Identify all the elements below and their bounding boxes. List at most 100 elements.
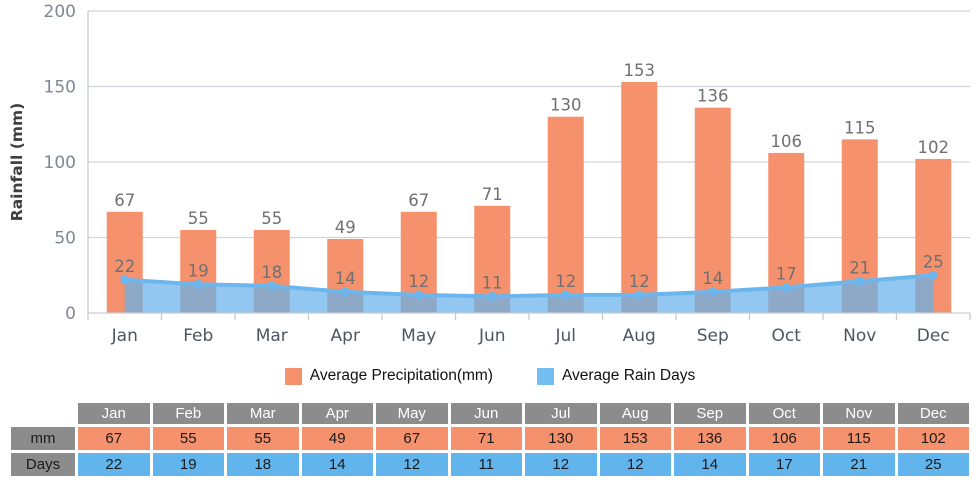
rain-days-marker: [340, 287, 350, 297]
rain-days-value-label: 12: [629, 272, 650, 291]
legend-item: Average Precipitation(mm): [284, 367, 493, 385]
rain-days-line: [122, 273, 936, 299]
rain-days-marker: [928, 270, 938, 280]
precipitation-bars: [106, 81, 952, 313]
legend-swatch-icon: [536, 367, 554, 385]
month-label: Sep: [697, 326, 729, 346]
month-label: Aug: [623, 326, 656, 346]
table-header-row: Jan Feb Mar Apr May Jun Jul Aug Sep Oct Nov Dec: [11, 403, 969, 424]
precip-value-label: 67: [408, 191, 429, 210]
rain-days-value-label: 25: [923, 252, 944, 271]
table-cell: 14: [674, 453, 746, 476]
rain-days-value-label: 19: [188, 261, 209, 280]
table-cell: 12: [525, 453, 597, 476]
table-cell: 55: [152, 427, 224, 450]
precip-value-label: 71: [482, 185, 503, 204]
table-cell: 12: [376, 453, 448, 476]
rainfall-data-table: Jan Feb Mar Apr May Jun Jul Aug Sep Oct Nov Dec mm 67…: [8, 400, 972, 479]
table-row: mm 67 55 55 49 67 71 130 153 136 106 115 102: [11, 427, 969, 450]
month-label: Feb: [183, 326, 213, 346]
rain-days-value-label: 12: [555, 272, 576, 291]
rain-days-value-label: 22: [114, 257, 135, 276]
legend-item: Average Rain Days: [536, 367, 696, 385]
chart-labels: 0 50 100 150 200 67 55 55 49 67 71 130 153 136 106 115 1…: [44, 2, 950, 346]
table-row-label: mm: [11, 427, 75, 450]
precip-bar: [547, 116, 584, 313]
table-cell: 153: [599, 427, 671, 450]
legend-label: Average Rain Days: [561, 367, 696, 384]
month-label: Nov: [843, 326, 876, 346]
legend-label: Average Precipitation(mm): [309, 367, 493, 384]
rain-days-marker: [855, 276, 865, 286]
table-month-header: Dec: [897, 403, 969, 424]
rain-days-marker: [487, 291, 497, 301]
y-axis-title: Rainfall (mm): [8, 103, 26, 221]
chart-legend: Average Precipitation(mm) Average Rain Da…: [0, 366, 980, 386]
table-row: Days 22 19 18 14 12 11 12 12 14 17 21 25: [11, 453, 969, 476]
chart-axes: [87, 11, 971, 320]
precip-value-label: 130: [550, 96, 582, 115]
table-cell: 71: [450, 427, 522, 450]
chart-gridlines: [88, 10, 970, 239]
table-cell: 49: [301, 427, 373, 450]
precip-value-label: 153: [624, 61, 656, 80]
rain-days-value-label: 17: [776, 264, 797, 283]
rain-days-marker: [414, 290, 424, 300]
data-table-section: Jan Feb Mar Apr May Jun Jul Aug Sep Oct Nov Dec mm 67…: [0, 400, 980, 479]
precip-bar: [694, 107, 731, 313]
rain-days-value-label: 11: [482, 273, 503, 292]
month-label: Dec: [917, 326, 950, 346]
rainfall-chart: 0 50 100 150 200 67 55 55 49 67 71 130 153 136 106 115 1…: [8, 2, 971, 346]
month-label: Oct: [772, 326, 802, 346]
month-label: Mar: [256, 326, 288, 346]
month-label: Apr: [331, 326, 360, 346]
table-cell: 22: [78, 453, 150, 476]
table-month-header: Jul: [525, 403, 597, 424]
rain-days-marker: [120, 275, 130, 285]
table-corner-cell: [11, 403, 75, 424]
rain-days-marker: [561, 290, 571, 300]
table-month-header: Jan: [78, 403, 150, 424]
rain-days-value-label: 14: [702, 269, 723, 288]
legend-swatch-icon: [284, 367, 302, 385]
table-month-header: May: [376, 403, 448, 424]
table-month-header: Apr: [301, 403, 373, 424]
table-cell: 19: [152, 453, 224, 476]
precip-value-label: 67: [114, 191, 135, 210]
precip-bar: [621, 81, 658, 313]
precip-value-label: 102: [918, 138, 950, 157]
month-label: Jun: [478, 326, 506, 346]
precip-value-label: 49: [335, 218, 356, 237]
rain-days-value-label: 14: [335, 269, 356, 288]
table-cell: 67: [376, 427, 448, 450]
table-cell: 18: [227, 453, 299, 476]
precip-value-label: 55: [188, 209, 209, 228]
y-tick-label: 0: [65, 304, 76, 324]
table-cell: 25: [897, 453, 969, 476]
month-label: May: [401, 326, 436, 346]
rain-days-marker: [193, 279, 203, 289]
y-tick-label: 150: [44, 78, 76, 98]
table-cell: 115: [823, 427, 895, 450]
precip-value-label: 106: [771, 132, 803, 151]
table-cell: 11: [450, 453, 522, 476]
table-cell: 55: [227, 427, 299, 450]
rain-days-marker: [267, 281, 277, 291]
precip-value-label: 115: [844, 118, 876, 137]
table-cell: 17: [748, 453, 820, 476]
rain-days-fill: [124, 275, 934, 313]
table-month-header: Oct: [748, 403, 820, 424]
precip-value-label: 136: [697, 87, 729, 106]
table-cell: 106: [748, 427, 820, 450]
table-month-header: Feb: [152, 403, 224, 424]
table-month-header: Sep: [674, 403, 746, 424]
table-cell: 67: [78, 427, 150, 450]
y-tick-label: 50: [54, 229, 76, 249]
month-label: Jul: [554, 326, 576, 346]
table-cell: 14: [301, 453, 373, 476]
rain-days-value-label: 18: [261, 263, 282, 282]
table-row-label: Days: [11, 453, 75, 476]
y-tick-label: 200: [44, 2, 76, 22]
table-cell: 21: [823, 453, 895, 476]
precip-value-label: 55: [261, 209, 282, 228]
